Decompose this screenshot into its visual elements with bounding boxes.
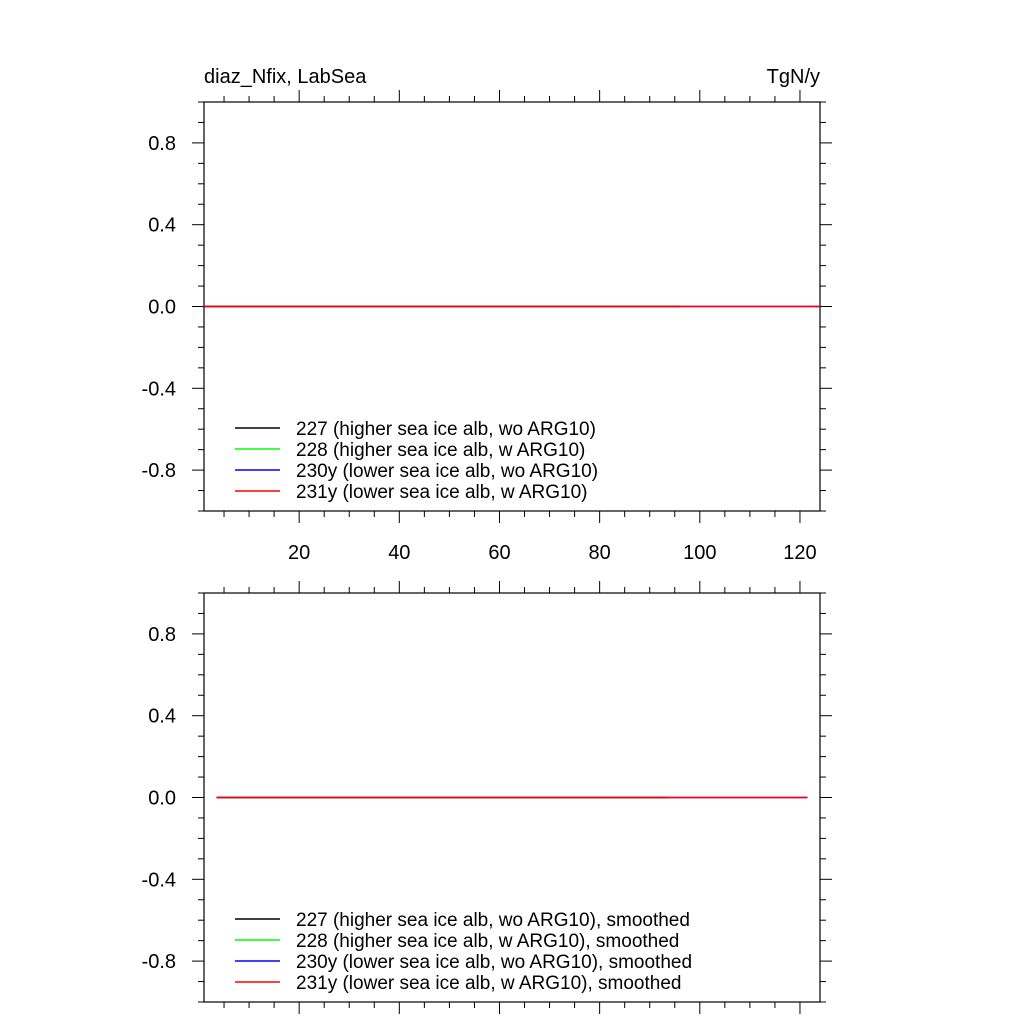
y-tick-label: -0.8 (142, 460, 176, 482)
y-tick-label: 0.0 (148, 788, 176, 810)
x-tick-label: 60 (488, 542, 510, 564)
x-tick-label: 20 (288, 542, 310, 564)
y-tick-label: 0.4 (148, 215, 176, 237)
figure-left-title: diaz_Nfix, LabSea (204, 66, 367, 88)
figure-units-label: TgN/y (767, 66, 820, 88)
legend-label-2: 228 (higher sea ice alb, w ARG10) (296, 440, 585, 461)
legend-label-3: 230y (lower sea ice alb, wo ARG10), smoo… (296, 952, 692, 973)
x-tick-label: 80 (589, 542, 611, 564)
y-tick-label: 0.0 (148, 297, 176, 319)
legend-label-1: 227 (higher sea ice alb, wo ARG10) (296, 419, 596, 440)
x-tick-label: 40 (388, 542, 410, 564)
legend-label-1: 227 (higher sea ice alb, wo ARG10), smoo… (296, 910, 690, 931)
legend-label-3: 230y (lower sea ice alb, wo ARG10) (296, 461, 598, 482)
legend-label-4: 231y (lower sea ice alb, w ARG10), smoot… (296, 973, 681, 994)
bottom-panel: -0.8 -0.4 0.0 0.4 0.8 227 (higher sea ice alb… (142, 581, 832, 1014)
y-tick-label: -0.4 (142, 378, 176, 400)
legend-label-4: 231y (lower sea ice alb, w ARG10) (296, 482, 587, 503)
y-tick-label: 0.8 (148, 133, 176, 155)
y-tick-label: -0.4 (142, 869, 176, 891)
x-tick-label: 120 (783, 542, 816, 564)
y-tick-label: 0.8 (148, 624, 176, 646)
y-tick-label: -0.8 (142, 951, 176, 973)
y-tick-label: 0.4 (148, 706, 176, 728)
legend-label-2: 228 (higher sea ice alb, w ARG10), smoot… (296, 931, 679, 952)
top-panel: -0.8 -0.4 0.0 0.4 0.8 20 40 60 80 100 120 227 (high… (142, 90, 832, 564)
x-tick-label: 100 (683, 542, 716, 564)
